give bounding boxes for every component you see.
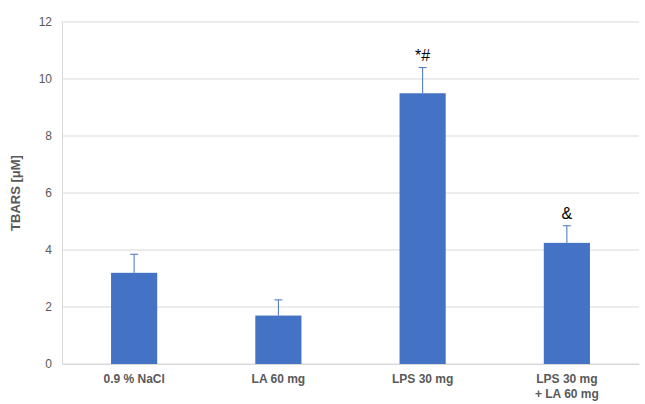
y-tick-label: 2 xyxy=(45,300,52,314)
y-tick-label: 0 xyxy=(45,357,52,371)
x-tick: LPS 30 mg+ LA 60 mg xyxy=(535,364,599,401)
x-tick: LPS 30 mg xyxy=(392,364,453,386)
grid-line xyxy=(62,22,639,23)
grid-line xyxy=(62,193,639,194)
error-bar-stem xyxy=(422,68,423,94)
error-bar-stem xyxy=(134,254,135,273)
y-tick: 8 xyxy=(45,129,62,143)
annotation: *# xyxy=(415,47,430,64)
y-tick: 10 xyxy=(39,72,62,86)
error-bar xyxy=(130,254,138,273)
bar xyxy=(400,93,446,364)
error-bar-stem xyxy=(278,300,279,316)
error-bar xyxy=(419,68,427,94)
error-bar-cap xyxy=(130,254,138,255)
y-tick-label: 12 xyxy=(39,15,53,29)
x-tick-label-line: LPS 30 mg xyxy=(536,372,597,386)
x-tick-label: 0.9 % NaCl xyxy=(103,372,164,386)
x-tick-label: LPS 30 mg xyxy=(392,372,453,386)
annotation: & xyxy=(562,205,573,222)
error-bar xyxy=(274,300,282,316)
error-bar xyxy=(563,226,571,243)
error-bar-cap xyxy=(563,225,571,226)
chart-svg: 0246810120.9 % NaClLA 60 mgLPS 30 mgLPS … xyxy=(0,0,645,404)
plot-area: 0246810120.9 % NaClLA 60 mgLPS 30 mgLPS … xyxy=(39,15,640,400)
y-axis: 0 2 4 6 8 10 12 xyxy=(39,15,63,371)
error-bar-stem xyxy=(566,226,567,243)
bar xyxy=(111,273,157,364)
grid-line xyxy=(62,136,639,137)
y-tick-label: 6 xyxy=(45,186,52,200)
annotations: *# & xyxy=(415,47,572,222)
x-tick-label-line: 0.9 % NaCl xyxy=(103,372,164,386)
y-tick: 0 xyxy=(45,357,62,371)
bar xyxy=(544,243,590,364)
y-tick: 6 xyxy=(45,186,62,200)
x-tick-label: LA 60 mg xyxy=(252,372,306,386)
x-tick: 0.9 % NaCl xyxy=(103,364,164,386)
y-axis-line xyxy=(62,23,63,365)
marks xyxy=(111,68,590,364)
y-tick-label: 4 xyxy=(45,243,52,257)
x-tick: LA 60 mg xyxy=(252,364,306,386)
grid-line xyxy=(62,79,639,80)
chart-container: 0246810120.9 % NaClLA 60 mgLPS 30 mgLPS … xyxy=(0,0,645,404)
x-tick-label-line: LPS 30 mg xyxy=(392,372,453,386)
y-tick-label: 10 xyxy=(39,72,53,86)
grid xyxy=(62,22,639,364)
y-tick: 12 xyxy=(39,15,62,29)
x-tick-label-line: LA 60 mg xyxy=(252,372,306,386)
error-bar-cap xyxy=(419,67,427,68)
y-tick-label: 8 xyxy=(45,129,52,143)
x-tick-label: LPS 30 mg+ LA 60 mg xyxy=(535,372,599,401)
y-axis-title: TBARS [μM] xyxy=(8,155,23,231)
error-bar-cap xyxy=(274,299,282,300)
y-tick: 4 xyxy=(45,243,62,257)
x-tick-label-line: + LA 60 mg xyxy=(535,387,599,401)
bar xyxy=(255,316,301,364)
x-axis-line xyxy=(63,364,640,365)
y-tick: 2 xyxy=(45,300,62,314)
x-axis: 0.9 % NaClLA 60 mgLPS 30 mgLPS 30 mg+ LA… xyxy=(63,364,640,401)
